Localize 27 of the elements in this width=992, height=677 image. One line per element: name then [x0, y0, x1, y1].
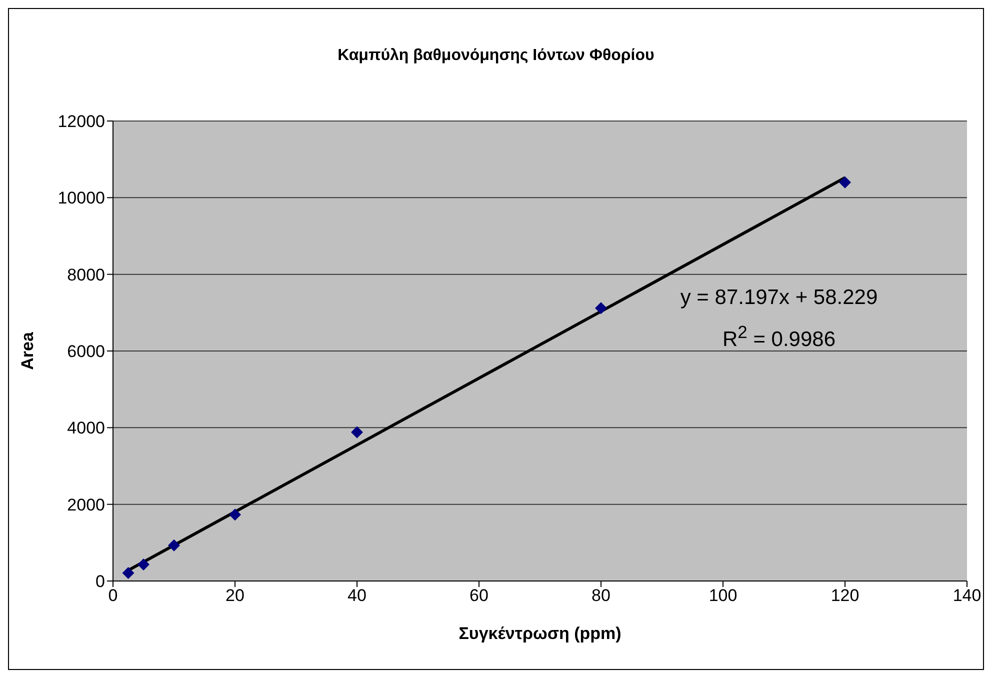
x-tick-label: 40	[348, 586, 366, 606]
point	[168, 539, 180, 552]
y-tick-label: 8000	[67, 265, 105, 284]
x-tick-label: 140	[952, 586, 982, 606]
point	[839, 176, 851, 188]
point	[138, 558, 150, 571]
annotation: y = 87.197x + 58.229	[679, 285, 879, 311]
y-tick-label: 2000	[67, 495, 105, 514]
y-tick-label: 10000	[58, 188, 105, 208]
x-tick-label: 80	[592, 586, 610, 606]
point	[229, 508, 241, 521]
x-tick-label: 100	[708, 586, 738, 606]
annotation: R$^{2}$ = 0.9986	[721, 321, 837, 353]
x-tick-label: 20	[226, 586, 244, 606]
y-tick-label: 4000	[67, 418, 105, 438]
point	[351, 426, 363, 438]
x-tick-label: 60	[470, 586, 488, 606]
point	[595, 302, 607, 314]
y-tick-label: 12000	[58, 112, 105, 132]
x-tick-label: 120	[830, 586, 860, 606]
y-tick-label: 6000	[67, 342, 105, 362]
x-tick-label: 0	[108, 586, 118, 606]
y-tick-label: 0	[96, 572, 105, 592]
chart-title: Καμπύλη βαθμονόμησης Ιόντων Φθορίου	[336, 47, 656, 65]
x-axis-title: Συγκέντρωση (ppm)	[458, 624, 622, 643]
point	[122, 566, 134, 579]
y-axis-title: Area	[18, 332, 38, 370]
